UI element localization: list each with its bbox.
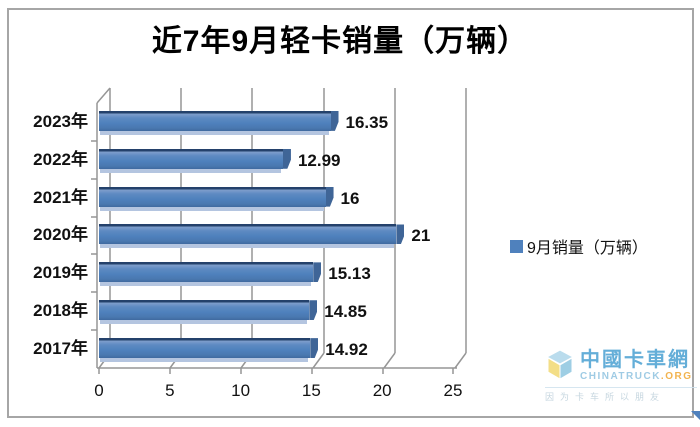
bar-base-shadow [100,282,312,287]
x-tick-label: 10 [231,381,251,400]
bar-end-cap [310,338,319,359]
watermark-name-cn: 中國卡車網 [580,349,690,371]
x-tick-label: 0 [94,381,104,400]
category-label: 2017年 [33,339,88,359]
bar [99,224,405,249]
bar [99,300,318,325]
bar-value-label: 15.13 [328,264,371,284]
bar-end-cap [330,110,339,131]
legend: 9月销量（万辆） [510,234,648,258]
category-label: 2018年 [33,301,88,321]
bar [99,338,319,363]
watermark-tagline: 因为卡车所以朋友 [545,392,666,402]
bar-value-label: 16 [340,188,360,208]
category-label: 2021年 [33,187,88,207]
chart-title: 近7年9月轻卡销量（万辆） [151,25,529,58]
bar-end-cap [313,262,322,283]
bar-end-cap [309,300,318,321]
cube-logo-icon [545,349,575,380]
bar [99,148,291,173]
bar [99,262,322,287]
corner-arrow-decoration [691,411,700,420]
bar-base-shadow [100,320,308,325]
x-tick-label: 25 [443,381,463,400]
legend-marker-icon [510,239,523,253]
bar-value-label: 14.85 [324,302,367,322]
x-tick-label: 15 [301,381,321,400]
bar-value-label: 12.99 [297,150,341,170]
category-label: 2022年 [33,149,88,169]
watermark-divider [545,387,697,388]
bar [99,186,334,211]
bar [99,110,339,135]
bar-value-label: 21 [411,226,431,246]
category-label: 2019年 [33,263,88,283]
x-tick-label: 5 [165,381,175,400]
bar-base-shadow [100,168,281,173]
watermark-name-en: CHINATRUCK.ORG [580,371,693,382]
bar-base-shadow [100,358,309,363]
legend-label: 9月销量（万辆） [527,240,648,257]
bar-end-cap [282,148,291,169]
category-label: 2023年 [33,111,88,131]
bar-value-label: 16.35 [345,112,389,132]
bar-base-shadow [100,206,324,211]
bar-value-label: 14.92 [325,340,368,360]
bar-end-cap [396,224,405,245]
bar-base-shadow [100,130,329,135]
category-label: 2020年 [33,225,88,245]
watermark-logo: 中國卡車網 CHINATRUCK.ORG 因为卡车所以朋友 [545,348,697,403]
x-tick-label: 20 [372,381,392,400]
bar-base-shadow [100,244,395,249]
bar-end-cap [325,186,334,207]
